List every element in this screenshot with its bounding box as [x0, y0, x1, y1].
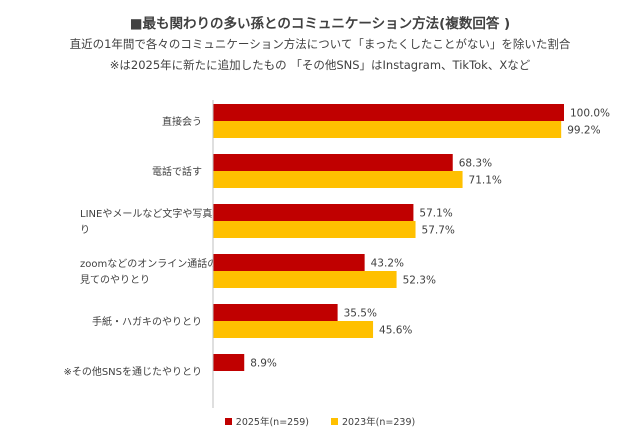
- data-label: 43.2%: [371, 258, 404, 270]
- legend-swatch-2025: [224, 417, 232, 425]
- legend-label-2025: 2025年(n=259): [235, 417, 309, 428]
- chart-note: ※は2025年に新たに追加したもの 「その他SNS」はInstagram、Tik…: [109, 58, 531, 72]
- category-label: 手紙・ハガキのやりとり: [92, 315, 202, 328]
- bar-2025: [213, 204, 414, 221]
- legend-label-2023: 2023年(n=239): [342, 417, 416, 428]
- data-label: 100.0%: [570, 108, 610, 120]
- bar-2023: [213, 321, 374, 338]
- data-label: 68.3%: [459, 158, 492, 170]
- category-label: ※その他SNSを通じたやりとり: [63, 365, 202, 378]
- data-label: 57.1%: [419, 208, 452, 220]
- bar-2023: [213, 221, 416, 238]
- data-label: 57.7%: [422, 225, 455, 237]
- bar-2023: [213, 121, 562, 138]
- chart-title: ■最も関わりの多い孫とのコミュニケーション方法(複数回答 ): [129, 16, 511, 32]
- bar-2023: [213, 271, 397, 288]
- bar-2023: [213, 171, 463, 188]
- bar-2025: [213, 154, 453, 171]
- bar-2025: [213, 354, 245, 371]
- category-label: 直接会う: [162, 115, 202, 128]
- data-label: 52.3%: [403, 275, 436, 287]
- data-label: 35.5%: [344, 308, 377, 320]
- data-label: 71.1%: [469, 175, 502, 187]
- chart-legend: 2025年(n=259) 2023年(n=239): [0, 414, 640, 428]
- legend-swatch-2023: [331, 417, 338, 425]
- chart-subtitle: 直近の1年間で各々のコミュニケーション方法について「まったくしたことがない」を除…: [69, 37, 571, 51]
- data-label: 45.6%: [379, 325, 412, 337]
- data-label: 99.2%: [567, 125, 600, 137]
- data-label: 8.9%: [250, 358, 277, 370]
- bar-chart: 直接会う100.0%99.2%電話で話す68.3%71.1%LINEやメールなど…: [63, 100, 610, 408]
- bar-2025: [213, 304, 338, 321]
- legend-item-2025: 2025年(n=259): [224, 414, 309, 428]
- bar-2025: [213, 254, 365, 271]
- bar-2025: [213, 104, 564, 121]
- category-label: 電話で話す: [152, 165, 202, 178]
- legend-item-2023: 2023年(n=239): [331, 414, 415, 428]
